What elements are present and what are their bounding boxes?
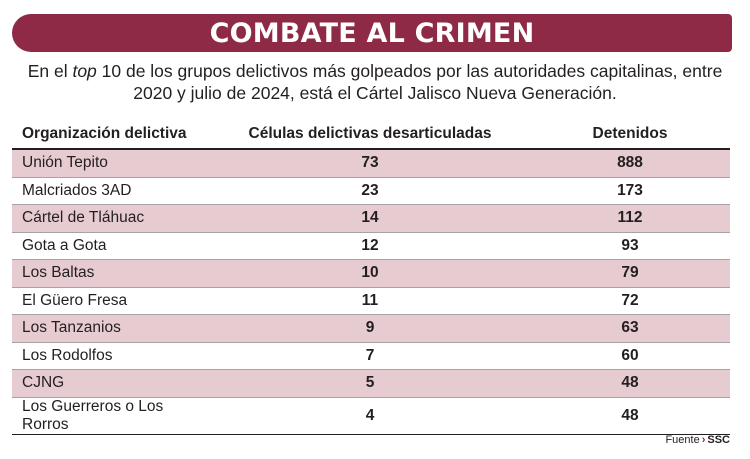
table-row: CJNG 5 48: [12, 369, 730, 398]
cell-celulas: 12: [210, 232, 530, 260]
source-org: SSC: [707, 434, 730, 446]
table-row: Cártel de Tláhuac 14 112: [12, 204, 730, 233]
cell-organizacion: Malcriados 3AD: [12, 177, 210, 205]
table-body: Unión Tepito 73 888 Malcriados 3AD 23 173 Cárt…: [12, 149, 730, 435]
source-arrow-icon: ›: [701, 434, 706, 446]
cell-detenidos: 63: [530, 314, 730, 343]
table-row: Malcriados 3AD 23 173: [12, 177, 730, 205]
cell-detenidos: 48: [530, 369, 730, 398]
table-row: Los Baltas 10 79: [12, 259, 730, 288]
cell-celulas: 14: [210, 204, 530, 233]
cell-organizacion: Los Guerreros o Los Rorros: [12, 397, 210, 435]
data-table: Organización delictiva Células delictiva…: [12, 120, 730, 435]
cell-organizacion: Gota a Gota: [12, 232, 210, 260]
subtitle-before: En el: [27, 61, 73, 81]
subtitle-italic: top: [72, 61, 97, 81]
cell-organizacion: Cártel de Tláhuac: [12, 204, 210, 233]
cell-organizacion: Unión Tepito: [12, 149, 210, 178]
cell-celulas: 5: [210, 369, 530, 398]
table-row: Los Rodolfos 7 60: [12, 342, 730, 370]
cell-celulas: 73: [210, 149, 530, 178]
cell-organizacion: Los Rodolfos: [12, 342, 210, 370]
cell-celulas: 4: [210, 397, 530, 435]
table-header-row: Organización delictiva Células delictiva…: [12, 120, 730, 150]
subtitle-after: 10 de los grupos delictivos más golpeado…: [96, 61, 723, 103]
cell-celulas: 23: [210, 177, 530, 205]
source-label: Fuente: [665, 434, 700, 446]
cell-detenidos: 72: [530, 287, 730, 315]
cell-organizacion: CJNG: [12, 369, 210, 398]
cell-detenidos: 79: [530, 259, 730, 288]
column-header-celulas: Células delictivas desarticuladas: [210, 120, 530, 150]
cell-celulas: 11: [210, 287, 530, 315]
cell-detenidos: 93: [530, 232, 730, 260]
cell-detenidos: 888: [530, 149, 730, 178]
chart-title: COMBATE AL CRIMEN: [209, 17, 535, 49]
cell-detenidos: 48: [530, 397, 730, 435]
cell-organizacion: Los Tanzanios: [12, 314, 210, 343]
cell-celulas: 10: [210, 259, 530, 288]
cell-organizacion: El Güero Fresa: [12, 287, 210, 315]
cell-detenidos: 60: [530, 342, 730, 370]
title-bar: COMBATE AL CRIMEN: [12, 14, 732, 52]
cell-celulas: 7: [210, 342, 530, 370]
table-row: Los Guerreros o Los Rorros 4 48: [12, 397, 730, 435]
table-row: Gota a Gota 12 93: [12, 232, 730, 260]
cell-detenidos: 173: [530, 177, 730, 205]
column-header-organizacion: Organización delictiva: [12, 120, 210, 150]
table-row: Unión Tepito 73 888: [12, 149, 730, 178]
cell-organizacion: Los Baltas: [12, 259, 210, 288]
column-header-detenidos: Detenidos: [530, 120, 730, 150]
subtitle: En el top 10 de los grupos delictivos má…: [10, 60, 740, 104]
table-row: El Güero Fresa 11 72: [12, 287, 730, 315]
source-note: Fuente › SSC: [665, 434, 730, 446]
cell-detenidos: 112: [530, 204, 730, 233]
table-row: Los Tanzanios 9 63: [12, 314, 730, 343]
cell-celulas: 9: [210, 314, 530, 343]
